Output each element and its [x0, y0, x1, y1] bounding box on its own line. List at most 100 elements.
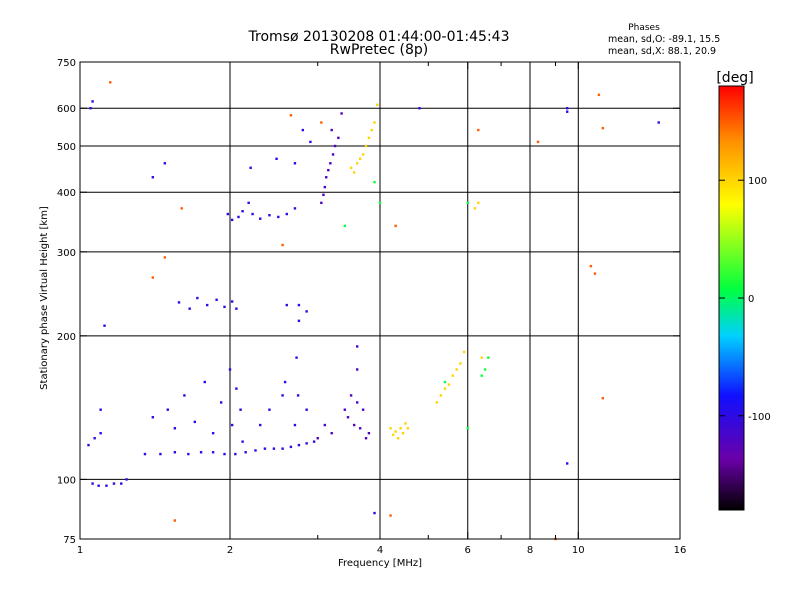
data-point [396, 437, 400, 440]
data-point [259, 217, 262, 220]
x-tick-label: 2 [227, 545, 233, 556]
plot-area: 1 2 4 6 8 10 16 75 100 200 300 400 500 600 750 [57, 58, 686, 556]
y-tick-label: 300 [57, 248, 76, 259]
data-point [254, 449, 257, 452]
data-point [367, 136, 371, 140]
data-point [565, 107, 569, 110]
data-point [376, 103, 379, 107]
data-point [203, 380, 206, 384]
data-point [293, 423, 297, 427]
data-point [251, 212, 254, 216]
data-point [296, 394, 300, 397]
data-point [109, 81, 112, 84]
data-point [297, 303, 301, 307]
data-point [293, 162, 297, 165]
x-tick-label: 10 [572, 545, 585, 556]
data-point [166, 408, 169, 411]
data-point [196, 296, 199, 300]
data-point [394, 224, 397, 228]
data-point [187, 452, 190, 456]
data-point [406, 427, 410, 430]
data-point [173, 519, 177, 522]
y-tick-label: 100 [57, 475, 76, 486]
data-point [244, 451, 247, 454]
data-point [487, 356, 490, 359]
data-point [281, 447, 284, 450]
data-point [219, 401, 223, 404]
data-point [112, 482, 116, 485]
data-point [536, 140, 540, 144]
data-point [477, 128, 480, 132]
data-point [235, 307, 238, 310]
data-point [337, 136, 340, 140]
data-point [263, 447, 267, 450]
data-point [316, 437, 319, 440]
y-axis-label: Stationary phase Virtual Height [km] [39, 206, 50, 390]
data-point [268, 408, 271, 411]
stats-line-x: mean, sd,X: 88.1, 20.9 [608, 46, 716, 57]
data-point [163, 256, 167, 259]
data-point [237, 215, 240, 219]
data-point [333, 144, 337, 148]
data-point [247, 201, 250, 205]
data-point [352, 171, 356, 174]
data-point [125, 478, 128, 481]
data-point [330, 431, 333, 435]
data-point [281, 243, 284, 247]
data-point [404, 422, 407, 425]
data-point [211, 431, 215, 435]
data-point [589, 264, 593, 268]
data-point [349, 166, 353, 170]
y-tick-label: 600 [57, 104, 76, 115]
data-point [439, 394, 443, 397]
data-point [330, 128, 333, 132]
data-point [373, 121, 376, 124]
data-point [355, 162, 359, 165]
data-point [443, 387, 447, 390]
x-axis-label: Frequency [MHz] [338, 558, 422, 569]
data-point [99, 431, 102, 435]
data-point [462, 350, 466, 354]
data-point [163, 162, 167, 165]
data-point [215, 298, 218, 301]
data-point [230, 300, 234, 303]
stats-line-o: mean, sd,O: -89.1, 15.5 [608, 34, 720, 45]
data-point [230, 423, 234, 427]
data-point [657, 121, 660, 124]
data-point [180, 207, 183, 210]
y-tick-label: 500 [57, 142, 76, 153]
data-point [193, 420, 197, 424]
data-point [97, 484, 100, 487]
data-point [447, 383, 451, 386]
data-point [143, 452, 147, 456]
colorbar: [deg] 100 0 -100 [716, 70, 771, 511]
data-point [268, 214, 271, 217]
y-tick-label: 400 [57, 188, 76, 199]
data-point [601, 396, 605, 400]
data-point [205, 303, 209, 307]
data-point [230, 218, 234, 222]
x-tick-label: 6 [465, 545, 471, 556]
data-point [455, 368, 458, 371]
data-point [480, 356, 483, 359]
data-point [239, 408, 242, 411]
data-point [361, 408, 365, 411]
data-point [391, 433, 395, 437]
data-point [173, 427, 177, 430]
data-point [241, 440, 244, 443]
colorbar-tick-label: -100 [748, 412, 771, 423]
data-point [597, 93, 601, 97]
data-point [281, 394, 284, 397]
data-point [151, 176, 155, 179]
stats-heading: Phases [628, 23, 660, 33]
x-axis: 1 2 4 6 8 10 16 [77, 62, 686, 556]
data-point [285, 303, 288, 307]
data-point [355, 401, 359, 404]
data-point [358, 427, 362, 430]
data-point [565, 462, 569, 465]
data-point [480, 374, 483, 377]
scatter-points [87, 81, 660, 541]
data-point [199, 451, 203, 454]
data-point [389, 427, 392, 430]
data-point [320, 201, 323, 205]
